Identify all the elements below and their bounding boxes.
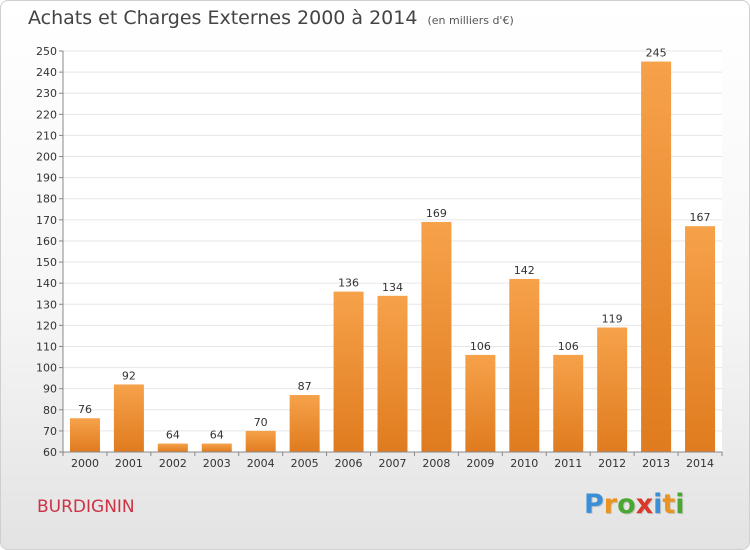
bar-value-label: 76 <box>78 403 92 416</box>
x-tick-label: 2001 <box>115 457 143 470</box>
logo-letter: r <box>603 489 618 520</box>
bar-value-label: 134 <box>382 281 403 294</box>
bar-value-label: 92 <box>122 369 136 382</box>
x-tick-label: 2008 <box>422 457 450 470</box>
y-tick-label: 210 <box>36 129 57 142</box>
y-tick-label: 250 <box>36 45 57 58</box>
logo-letter: t <box>662 489 676 520</box>
bar-2013 <box>641 61 672 452</box>
y-tick-label: 80 <box>43 404 57 417</box>
bar-value-label: 87 <box>298 380 312 393</box>
logo-letter: o <box>617 489 636 520</box>
x-tick-label: 2011 <box>554 457 582 470</box>
y-tick-label: 220 <box>36 108 57 121</box>
x-tick-label: 2010 <box>510 457 538 470</box>
x-tick-label: 2009 <box>466 457 494 470</box>
bar-2004 <box>245 430 276 452</box>
y-tick-label: 130 <box>36 298 57 311</box>
bar-value-label: 106 <box>470 340 491 353</box>
bars <box>69 61 716 452</box>
x-tick-label: 2007 <box>379 457 407 470</box>
chart-title: Achats et Charges Externes 2000 à 2014 (e… <box>28 7 514 29</box>
x-tick-label: 2000 <box>71 457 99 470</box>
y-tick-label: 140 <box>36 277 57 290</box>
y-tick-label: 110 <box>36 340 57 353</box>
bar-2014 <box>685 226 716 452</box>
bar-value-label: 142 <box>514 264 535 277</box>
bar-2008 <box>421 221 452 452</box>
y-tick-label: 150 <box>36 256 57 269</box>
bar-2006 <box>333 291 364 452</box>
y-tick-label: 70 <box>43 425 57 438</box>
bar-2011 <box>553 354 584 452</box>
bar-value-label: 169 <box>426 207 447 220</box>
bar-2003 <box>201 443 232 452</box>
bar-value-label: 136 <box>338 277 359 290</box>
bar-value-label: 64 <box>166 429 180 442</box>
y-tick-label: 160 <box>36 235 57 248</box>
y-tick-label: 100 <box>36 362 57 375</box>
bar-2009 <box>465 354 496 452</box>
bar-2001 <box>113 384 144 452</box>
bar-2012 <box>597 327 628 452</box>
town-name: BURDIGNIN <box>37 497 135 517</box>
x-tick-label: 2006 <box>335 457 363 470</box>
x-tick-label: 2013 <box>642 457 670 470</box>
logo-letter: x <box>635 489 654 520</box>
bar-value-label: 106 <box>558 340 579 353</box>
logo-letter: P <box>584 489 604 520</box>
y-tick-label: 200 <box>36 151 57 164</box>
x-tick-label: 2005 <box>291 457 319 470</box>
y-tick-label: 60 <box>43 446 57 459</box>
chart-title-text: Achats et Charges Externes 2000 à 2014 <box>28 7 418 29</box>
y-tick-label: 240 <box>36 66 57 79</box>
y-tick-label: 170 <box>36 214 57 227</box>
bar-value-label: 245 <box>646 47 667 60</box>
y-tick-label: 120 <box>36 319 57 332</box>
y-axis-ticks: 60 70 80 90 100 110 120 130 140 150 160 170 180 190 20… <box>36 45 63 459</box>
bar-2007 <box>377 295 408 452</box>
bar-2000 <box>69 418 100 452</box>
bar-2005 <box>289 395 320 452</box>
y-tick-label: 230 <box>36 87 57 100</box>
x-tick-label: 2014 <box>686 457 714 470</box>
x-axis-ticks: 2000 2001 2002 2003 2004 2005 2006 2007 2008 2009… <box>62 452 723 470</box>
bar-2002 <box>157 443 188 452</box>
proxiti-logo: Proxiti <box>584 489 685 520</box>
data-labels: 76 92 64 64 70 87 136 134 169 106 142 106 119 245 167 <box>78 47 711 442</box>
y-tick-label: 190 <box>36 172 57 185</box>
x-tick-label: 2003 <box>203 457 231 470</box>
y-tick-label: 180 <box>36 193 57 206</box>
bar-value-label: 119 <box>602 312 623 325</box>
bar-2010 <box>509 278 540 452</box>
logo-letter: i <box>653 489 663 520</box>
bar-value-label: 167 <box>690 211 711 224</box>
chart-unit: (en milliers d'€) <box>427 14 514 27</box>
bar-value-label: 70 <box>254 416 268 429</box>
logo-letter: i <box>675 489 685 520</box>
x-tick-label: 2004 <box>247 457 275 470</box>
y-tick-label: 90 <box>43 383 57 396</box>
x-tick-label: 2012 <box>598 457 626 470</box>
bar-value-label: 64 <box>210 429 224 442</box>
x-tick-label: 2002 <box>159 457 187 470</box>
